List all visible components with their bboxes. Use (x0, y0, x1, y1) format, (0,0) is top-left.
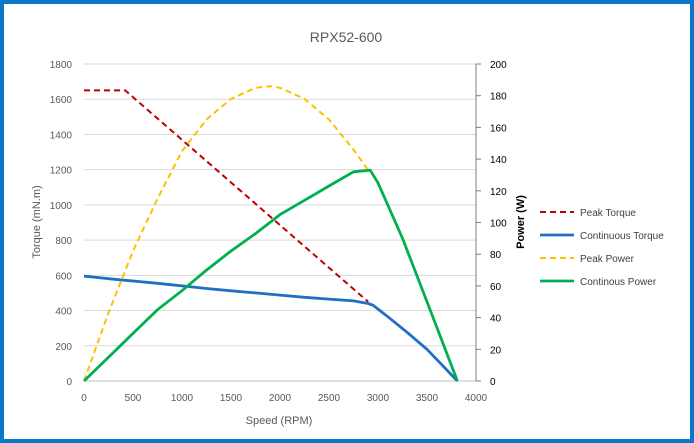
x-tick-label: 3500 (416, 393, 439, 404)
legend-label: Continuous Torque (580, 231, 664, 242)
y2-tick-label: 80 (490, 250, 502, 261)
y-tick-label: 600 (55, 271, 72, 282)
y-tick-label: 1000 (50, 201, 73, 212)
x-tick-label: 1000 (171, 393, 194, 404)
tick-labels: 0200400600800100012001400160018000204060… (50, 60, 507, 404)
axes (84, 63, 481, 382)
series-line-1 (84, 89, 369, 303)
series-lines (83, 85, 459, 383)
y-tick-label: 1200 (50, 166, 73, 177)
x-tick-label: 2500 (318, 393, 341, 404)
y2-axis-label: Power (W) (515, 195, 527, 249)
y-tick-label: 200 (55, 342, 72, 353)
y2-tick-label: 180 (490, 92, 507, 103)
y2-tick-label: 40 (490, 314, 502, 325)
series-line-2 (83, 274, 459, 382)
y2-tick-label: 140 (490, 155, 507, 166)
y2-tick-label: 0 (490, 377, 496, 388)
x-axis-label: Speed (RPM) (246, 415, 313, 427)
legend-label: Continous Power (580, 277, 657, 288)
y2-tick-label: 60 (490, 282, 502, 293)
y2-tick-label: 160 (490, 123, 507, 134)
x-tick-label: 4000 (465, 393, 488, 404)
y-tick-label: 0 (66, 377, 72, 388)
x-tick-label: 500 (125, 393, 142, 404)
legend-label: Peak Torque (580, 208, 636, 219)
x-tick-label: 0 (81, 393, 87, 404)
y2-tick-label: 120 (490, 187, 507, 198)
gridlines (84, 63, 476, 382)
y2-tick-label: 200 (490, 60, 507, 71)
series-line-3 (83, 85, 370, 382)
y-tick-label: 400 (55, 307, 72, 318)
x-tick-label: 2000 (269, 393, 292, 404)
legend: Peak Torque Continuous Torque Peak Power Co… (540, 208, 664, 288)
x-tick-label: 1500 (220, 393, 243, 404)
y-axis-label: Torque (mN.m) (31, 185, 43, 258)
x-tick-label: 3000 (367, 393, 390, 404)
y2-tick-label: 100 (490, 219, 507, 230)
chart-title: RPX52-600 (310, 29, 383, 45)
series-line-4 (83, 168, 459, 383)
y2-tick-label: 20 (490, 345, 502, 356)
y-tick-label: 800 (55, 236, 72, 247)
y-tick-label: 1400 (50, 130, 73, 141)
y-tick-label: 1800 (50, 60, 73, 71)
legend-label: Peak Power (580, 254, 635, 265)
y-tick-label: 1600 (50, 95, 73, 106)
chart: 0200400600800100012001400160018000204060… (31, 29, 664, 427)
